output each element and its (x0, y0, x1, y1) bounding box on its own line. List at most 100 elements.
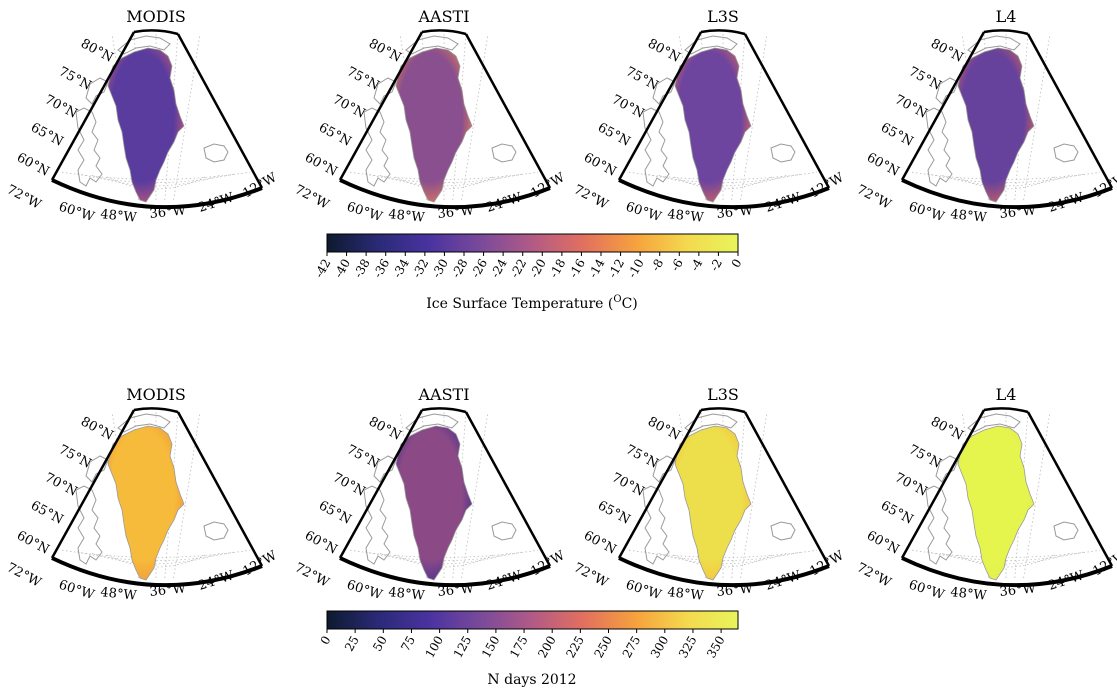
map-panel-l4-ist: L4 80°N75°N70°N65°N60°N 72°W 60°W 48°W 36°W 24… (854, 7, 1117, 226)
lon-label: 36°W (149, 203, 187, 222)
colorbar-temperature-label: Ice Surface Temperature (OC) (426, 294, 638, 312)
lon-label: 36°W (149, 581, 187, 600)
lon-label: 72°W (571, 560, 611, 591)
colorbar-temperature-gradient (326, 233, 739, 253)
colorbar-tick-label: 75 (398, 634, 418, 654)
map-frame (617, 29, 831, 210)
colorbar-tick-label: 275 (620, 634, 644, 661)
iceland-outline (203, 143, 229, 163)
map-panel-l3s-ist: L3S 80°N75°N70°N65°N60°N 72°W 60°W 48°W 36°W 2… (571, 7, 847, 226)
lon-label: 12°W (808, 548, 848, 580)
colorbar-tick-label: -32 (410, 257, 432, 281)
lon-label: 24°W (764, 568, 804, 594)
lat-label: 75°N (56, 64, 93, 93)
ice-sheet (395, 425, 473, 581)
lat-label: 80°N (78, 36, 115, 65)
ice-sheet (395, 47, 473, 203)
colorbar-tick-label: 0 (318, 634, 334, 648)
colorbar-tick-label: 100 (423, 634, 447, 661)
colorbar-tick-label: 300 (648, 634, 672, 661)
map-panel-aasti-days: AASTI 80°N75°N70°N65°N60°N 72°W 60°W 48°W 36°… (292, 385, 568, 604)
colorbar-ndays: 0 25 50 75 100 125 150 175 200 225 250 275 300 325 350… (318, 610, 739, 688)
lon-label: 24°W (485, 568, 525, 594)
lon-label: 72°W (854, 560, 894, 591)
lat-label: 65°N (28, 498, 65, 527)
lon-label: 60°W (57, 578, 97, 604)
colorbar-tick-label: -14 (586, 256, 608, 280)
lat-label: 60°N (302, 528, 339, 557)
lon-label: 48°W (950, 585, 988, 604)
lon-label: 36°W (716, 203, 754, 222)
lat-label: 70°N (42, 92, 79, 121)
colorbar-temperature: -42-40-38-36-34-32-30-28-26-24-22-20-18-… (312, 233, 745, 312)
lon-label: 12°W (808, 170, 848, 202)
lon-label: 72°W (292, 182, 332, 213)
lon-label: 60°W (345, 200, 385, 226)
colorbar-tick-label: -38 (351, 257, 373, 281)
lat-label: 80°N (645, 414, 682, 443)
colorbar-tick-label: -6 (668, 257, 686, 274)
map-frame (338, 29, 552, 210)
panel-title: AASTI (417, 7, 469, 26)
lat-label: 80°N (928, 36, 965, 65)
colorbar-tick-label: 125 (451, 634, 475, 661)
lat-label: 65°N (28, 120, 65, 149)
colorbar-temperature-ticks: -42-40-38-36-34-32-30-28-26-24-22-20-18-… (312, 252, 745, 280)
lon-label: 48°W (388, 207, 426, 226)
lat-label: 70°N (892, 470, 929, 499)
lon-label: 24°W (1047, 190, 1087, 216)
panel-title: L4 (996, 385, 1017, 404)
lat-label: 60°N (864, 528, 901, 557)
lat-label: 75°N (344, 442, 381, 471)
lon-label: 36°W (437, 581, 475, 600)
lon-label: 60°W (624, 578, 664, 604)
colorbar-tick-label: -4 (687, 256, 705, 273)
lon-label: 72°W (4, 560, 44, 591)
panel-title: MODIS (126, 385, 186, 404)
colorbar-temperature-label-superscript: O (613, 294, 621, 305)
panel-title: AASTI (417, 385, 469, 404)
ice-sheet (957, 47, 1035, 203)
lat-label: 70°N (609, 470, 646, 499)
lat-label: 80°N (366, 414, 403, 443)
iceland-outline (1053, 521, 1079, 541)
colorbar-tick-label: -2 (707, 257, 725, 274)
lon-label: 36°W (999, 203, 1037, 222)
panel-title: MODIS (126, 7, 186, 26)
map-panel-l3s-days: L3S 80°N75°N70°N65°N60°N 72°W 60°W 48°W 36°W 2… (571, 385, 847, 604)
ice-sheet (674, 425, 752, 581)
iceland-outline (203, 521, 229, 541)
lon-label: 48°W (950, 207, 988, 226)
lat-label: 75°N (623, 64, 660, 93)
map-panel-modis-ist: MODIS 80°N75°N70°N65°N60°N 72°W 60°W 48°W 36°… (4, 7, 280, 226)
lat-label: 80°N (366, 36, 403, 65)
colorbar-tick-label: -30 (429, 257, 451, 281)
lon-label: 12°W (241, 548, 281, 580)
lon-label: 36°W (437, 203, 475, 222)
lat-label: 70°N (892, 92, 929, 121)
colorbar-tick-label: 350 (704, 634, 728, 661)
colorbar-tick-label: 250 (592, 634, 616, 661)
iceland-outline (491, 143, 517, 163)
map-frame (338, 407, 552, 588)
lat-label: 70°N (42, 470, 79, 499)
map-frame (617, 407, 831, 588)
lon-label: 48°W (100, 207, 138, 226)
lon-label: 12°W (529, 548, 569, 580)
lon-label: 36°W (999, 581, 1037, 600)
lon-label: 24°W (764, 190, 804, 216)
lon-label: 24°W (1047, 568, 1087, 594)
lon-label: 12°W (241, 170, 281, 202)
colorbar-ndays-gradient (326, 610, 739, 630)
ice-sheet (107, 425, 185, 581)
lat-label: 80°N (928, 414, 965, 443)
lat-label: 75°N (906, 442, 943, 471)
panel-title: L4 (996, 7, 1017, 26)
lat-label: 65°N (316, 120, 353, 149)
lat-label: 65°N (316, 498, 353, 527)
map-frame (900, 407, 1114, 588)
colorbar-tick-label: -28 (449, 257, 471, 281)
colorbar-tick-label: -24 (488, 256, 510, 280)
colorbar-ndays-label: N days 2012 (487, 672, 576, 688)
